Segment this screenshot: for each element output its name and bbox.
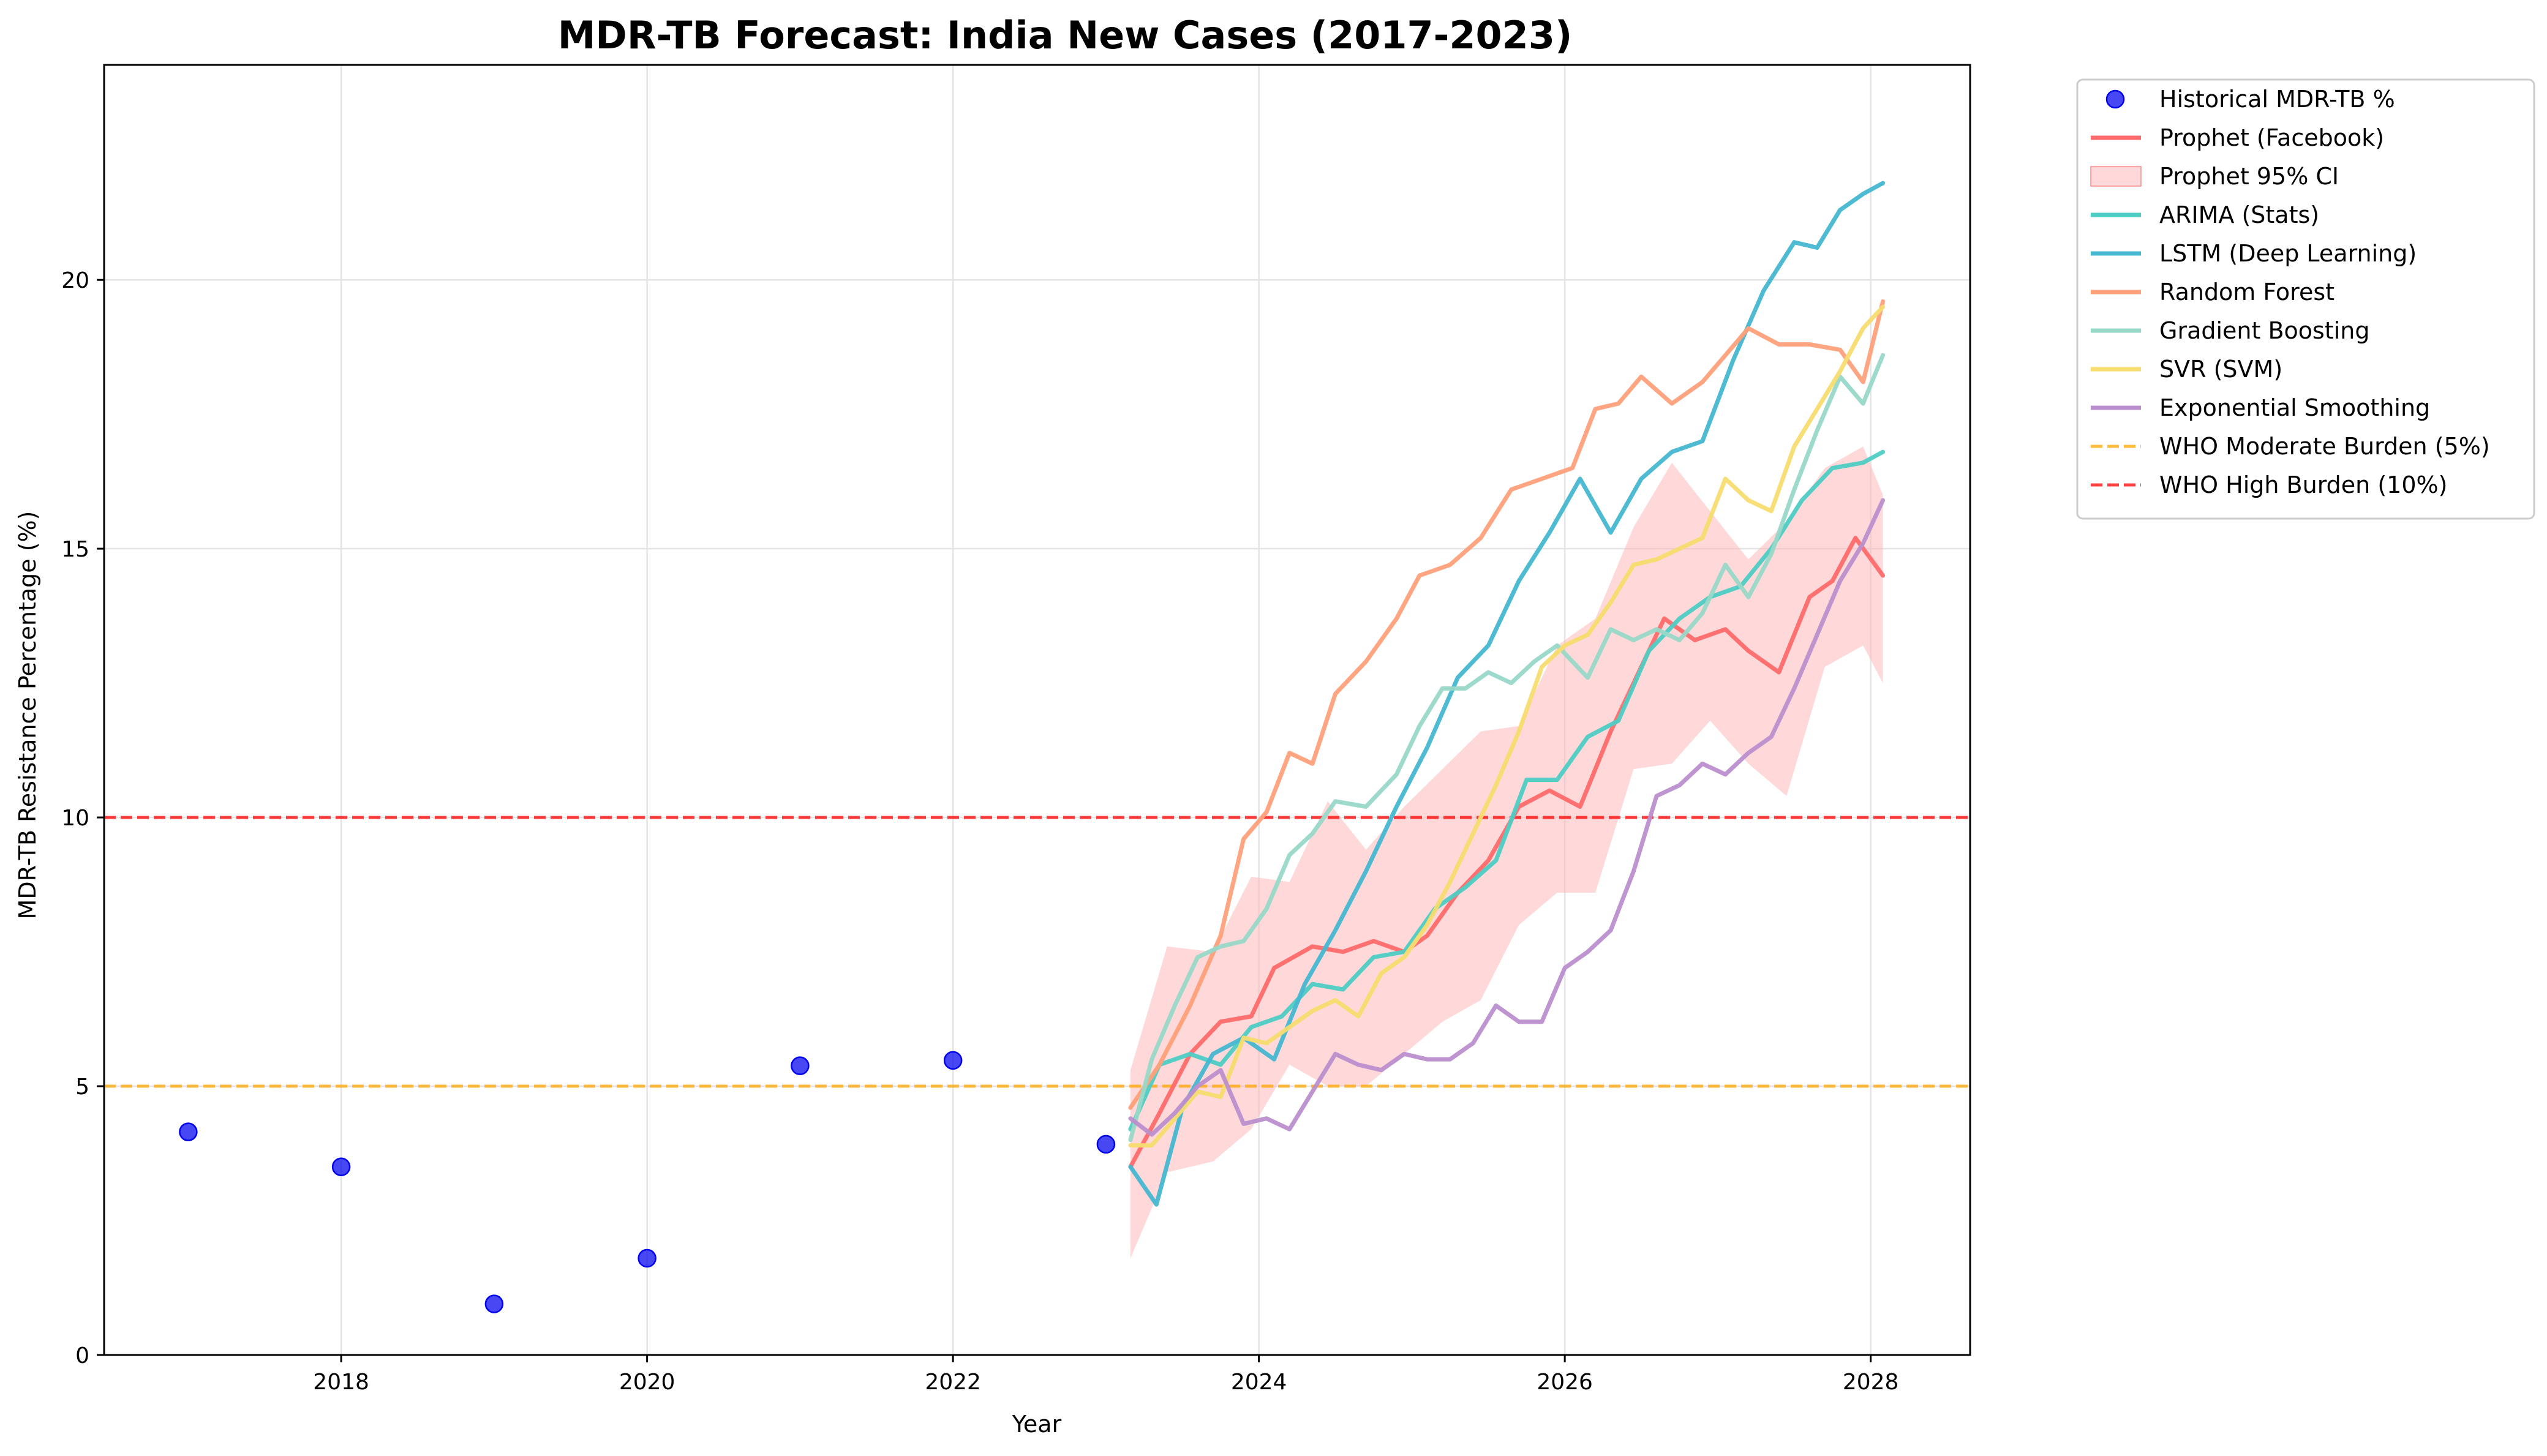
legend-label-rf: Random Forest <box>2159 279 2334 306</box>
legend-label-lstm: LSTM (Deep Learning) <box>2159 240 2417 267</box>
confidence-band <box>1130 446 1883 1258</box>
legend-box <box>2076 78 2535 520</box>
series-line-5 <box>1128 304 1886 1148</box>
x-tick-label: 2022 <box>925 1370 981 1395</box>
x-tick-label: 2018 <box>313 1370 369 1395</box>
series-line-0 <box>1128 536 1886 1169</box>
historical-point <box>1096 1135 1116 1154</box>
y-tick-label: 10 <box>61 806 89 831</box>
legend-label-who5: WHO Moderate Burden (5%) <box>2159 433 2490 460</box>
legend-label-historical: Historical MDR-TB % <box>2159 86 2395 113</box>
series-line-2 <box>1128 181 1886 1207</box>
chart-title: MDR-TB Forecast: India New Cases (2017-2… <box>558 13 1573 58</box>
y-tick-label: 0 <box>75 1343 89 1368</box>
historical-point <box>331 1157 351 1176</box>
axes: 2018 2020 2022 2024 2026 2028 0 5 10 15 20 <box>61 64 1971 1395</box>
series-line-4 <box>1128 353 1886 1143</box>
legend-label-gb: Gradient Boosting <box>2159 317 2370 344</box>
legend-label-arima: ARIMA (Stats) <box>2159 201 2319 228</box>
y-tick-label: 15 <box>61 537 89 562</box>
legend-swatch-ci <box>2090 166 2142 187</box>
legend-label-svr: SVR (SVM) <box>2159 356 2282 383</box>
x-axis-label: Year <box>1012 1411 1062 1438</box>
legend-label-ci: Prophet 95% CI <box>2159 163 2339 190</box>
y-tick-label: 5 <box>75 1075 89 1100</box>
historical-point <box>179 1122 198 1141</box>
series-line-1 <box>1128 449 1886 1131</box>
historical-point <box>791 1056 810 1075</box>
legend-label-prophet: Prophet (Facebook) <box>2159 124 2384 151</box>
y-axis-label: MDR-TB Resistance Percentage (%) <box>14 511 41 920</box>
plot-area <box>104 65 1970 1356</box>
x-tick-label: 2020 <box>619 1370 675 1395</box>
x-tick-label: 2024 <box>1231 1370 1287 1395</box>
historical-point <box>484 1294 504 1313</box>
x-tick-label: 2026 <box>1537 1370 1593 1395</box>
axes-frame <box>103 64 1971 1356</box>
legend-marker-historical <box>2105 89 2125 109</box>
legend: Historical MDR-TB % Prophet (Facebook) Pro… <box>2076 78 2535 520</box>
y-tick-label: 20 <box>61 268 89 293</box>
legend-label-who10: WHO High Burden (10%) <box>2159 471 2447 498</box>
series-line-3 <box>1128 299 1886 1110</box>
x-tick-label: 2028 <box>1843 1370 1899 1395</box>
historical-point <box>638 1248 657 1268</box>
series-line-6 <box>1128 498 1886 1137</box>
legend-label-es: Exponential Smoothing <box>2159 394 2430 421</box>
historical-point <box>943 1051 963 1070</box>
